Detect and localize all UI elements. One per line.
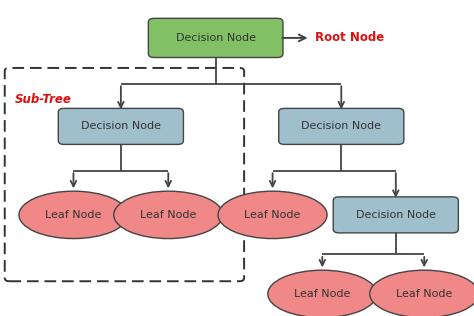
FancyBboxPatch shape — [279, 108, 404, 144]
Text: Root Node: Root Node — [315, 31, 384, 45]
Text: Decision Node: Decision Node — [81, 121, 161, 131]
Ellipse shape — [114, 191, 223, 239]
Text: Leaf Node: Leaf Node — [140, 210, 196, 220]
Text: Leaf Node: Leaf Node — [294, 289, 350, 299]
Text: Decision Node: Decision Node — [301, 121, 381, 131]
Text: Leaf Node: Leaf Node — [396, 289, 452, 299]
Text: Leaf Node: Leaf Node — [46, 210, 101, 220]
Ellipse shape — [19, 191, 128, 239]
Text: Decision Node: Decision Node — [356, 210, 436, 220]
FancyBboxPatch shape — [333, 197, 458, 233]
Text: Decision Node: Decision Node — [176, 33, 255, 43]
Text: Leaf Node: Leaf Node — [245, 210, 301, 220]
Ellipse shape — [218, 191, 327, 239]
Ellipse shape — [268, 270, 377, 316]
Ellipse shape — [370, 270, 474, 316]
FancyBboxPatch shape — [148, 18, 283, 58]
Text: Sub-Tree: Sub-Tree — [15, 93, 72, 106]
FancyBboxPatch shape — [58, 108, 183, 144]
